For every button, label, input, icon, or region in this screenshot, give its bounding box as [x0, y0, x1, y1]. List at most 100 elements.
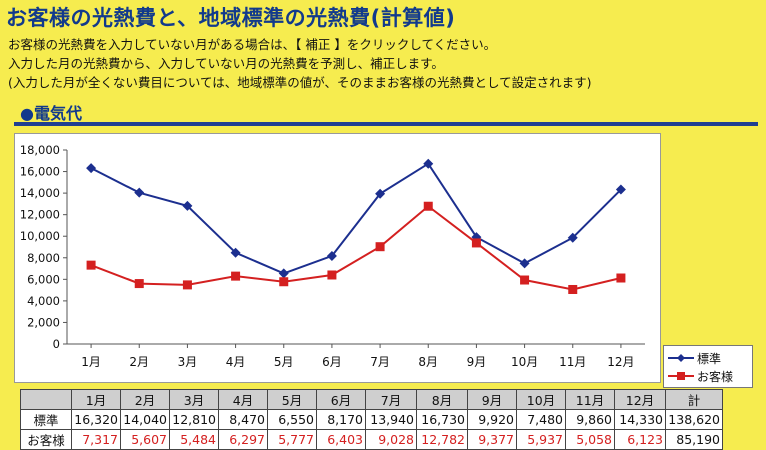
table-cell: 7,480: [516, 409, 566, 430]
table-header-cell: 6月: [316, 389, 366, 410]
customer-data-point: [520, 275, 530, 285]
customer-data-point: [86, 260, 96, 270]
legend-standard-label: 標準: [697, 351, 722, 366]
table-header-cell: 3月: [169, 389, 219, 410]
table-row-standard: 標準 16,320 14,040 12,810 8,470 6,550 8,17…: [20, 409, 723, 430]
row-label-customer: お客様: [20, 429, 72, 450]
table-cell: 6,297: [218, 429, 268, 450]
standard-data-point: [375, 188, 386, 199]
table-cell: 6,123: [614, 429, 666, 450]
standard-data-point: [230, 247, 241, 258]
customer-data-point: [134, 279, 144, 289]
y-tick-label: 8,000: [27, 251, 60, 265]
y-tick-label: 10,000: [20, 229, 60, 243]
table-cell: 9,920: [467, 409, 517, 430]
table-cell: 5,777: [267, 429, 317, 450]
table-cell: 6,403: [316, 429, 366, 450]
customer-series-line: [90, 204, 622, 291]
instruction-line-2: 入力した月の光熱費から、入力していない月の光熱費を予測し、補正します。: [8, 56, 444, 71]
instruction-line-3: (入力した月が全くない費目については、地域標準の値が、そのままお客様の光熱費とし…: [8, 75, 592, 90]
section-title: ●電気代: [20, 104, 82, 123]
table-header-cell: 4月: [218, 389, 268, 410]
y-tick-label: 14,000: [20, 186, 60, 200]
x-tick-label: 3月: [178, 355, 198, 369]
customer-data-point: [182, 280, 192, 290]
standard-data-point: [423, 158, 434, 169]
table-header-cell: 8月: [416, 389, 468, 410]
table-cell: 7,317: [71, 429, 121, 450]
table-header-cell: 11月: [565, 389, 615, 410]
table-cell: 14,040: [120, 409, 170, 430]
customer-data-point: [616, 273, 626, 283]
legend-customer-label: お客様: [697, 369, 734, 384]
y-tick-label: 6,000: [27, 272, 60, 286]
legend-item-standard: 標準: [668, 349, 721, 367]
table-cell: 5,058: [565, 429, 615, 450]
monthly-cost-table: 1月 2月 3月 4月 5月 6月 7月 8月 9月 10月 11月 12月 計…: [20, 389, 723, 450]
y-tick-label: 18,000: [20, 143, 60, 157]
x-tick-label: 12月: [607, 355, 634, 369]
customer-data-point: [423, 201, 433, 211]
x-tick-label: 11月: [559, 355, 586, 369]
customer-data-point: [279, 277, 289, 287]
electricity-chart: 0 2,000 4,000 6,000 8,000 10,000 12,000 14,000 1…: [14, 133, 661, 383]
chart-svg: 0 2,000 4,000 6,000 8,000 10,000 12,000 14,000 1…: [20, 143, 645, 369]
table-header-cell: 9月: [467, 389, 517, 410]
row-label-standard: 標準: [20, 409, 72, 430]
standard-data-point: [86, 163, 97, 174]
table-cell: 9,028: [365, 429, 417, 450]
table-cell: 14,330: [614, 409, 666, 430]
x-tick-label: 10月: [511, 355, 538, 369]
table-header-cell: 7月: [365, 389, 417, 410]
y-tick-label: 16,000: [20, 165, 60, 179]
table-cell: 9,860: [565, 409, 615, 430]
x-tick-label: 8月: [418, 355, 438, 369]
standard-data-point: [567, 232, 578, 243]
table-header-cell: 12月: [614, 389, 666, 410]
y-tick-label: 2,000: [27, 315, 60, 329]
table-cell-total: 85,190: [665, 429, 723, 450]
table-row-customer: お客様 7,317 5,607 5,484 6,297 5,777 6,403 …: [20, 429, 723, 450]
table-header-cell-total: 計: [665, 389, 723, 410]
instruction-line-1: お客様の光熱費を入力していない月がある場合は、【 補正 】をクリックしてください…: [8, 37, 497, 52]
x-tick-label: 7月: [370, 355, 390, 369]
y-tick-label: 0: [53, 337, 60, 351]
table-cell: 5,937: [516, 429, 566, 450]
table-cell: 8,470: [218, 409, 268, 430]
table-cell: 12,782: [416, 429, 468, 450]
table-cell: 16,730: [416, 409, 468, 430]
customer-data-point: [375, 242, 385, 252]
y-tick-label: 4,000: [27, 294, 60, 308]
customer-data-point: [568, 284, 578, 294]
x-tick-label: 6月: [322, 355, 342, 369]
customer-data-point: [231, 271, 241, 281]
chart-legend: 標準 お客様: [663, 345, 753, 388]
standard-data-point: [134, 187, 145, 198]
table-cell: 6,550: [267, 409, 317, 430]
page-title: お客様の光熱費と、地域標準の光熱費(計算値): [6, 6, 456, 30]
table-corner-cell: [20, 389, 72, 410]
standard-data-point: [278, 268, 289, 279]
table-header-cell: 10月: [516, 389, 566, 410]
standard-data-point: [615, 184, 626, 195]
legend-customer-marker: [668, 372, 694, 380]
table-cell: 8,170: [316, 409, 366, 430]
y-tick-label: 12,000: [20, 208, 60, 222]
standard-data-point: [182, 200, 193, 211]
x-tick-label: 4月: [226, 355, 246, 369]
standard-data-point: [519, 258, 530, 269]
customer-data-point: [327, 270, 337, 280]
table-cell: 16,320: [71, 409, 121, 430]
legend-item-customer: お客様: [668, 367, 733, 385]
table-header-cell: 1月: [71, 389, 121, 410]
table-cell: 5,607: [120, 429, 170, 450]
customer-data-point: [471, 238, 481, 248]
table-cell: 12,810: [169, 409, 219, 430]
section-divider: [14, 122, 758, 126]
table-cell: 13,940: [365, 409, 417, 430]
standard-series-line: [90, 162, 622, 275]
table-cell-total: 138,620: [665, 409, 723, 430]
table-cell: 9,377: [467, 429, 517, 450]
table-header-row: 1月 2月 3月 4月 5月 6月 7月 8月 9月 10月 11月 12月 計: [20, 389, 723, 410]
table-header-cell: 2月: [120, 389, 170, 410]
